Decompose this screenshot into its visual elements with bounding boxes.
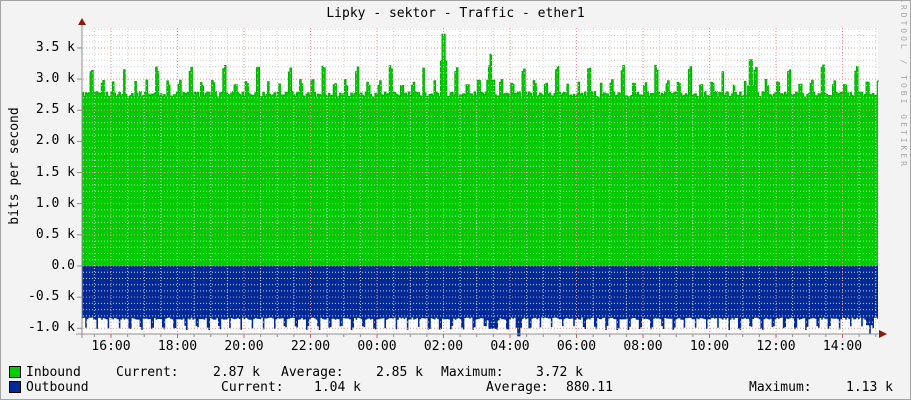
legend-stat-value: 2.85 k <box>376 365 423 380</box>
x-tick-label: 12:00 <box>756 339 796 354</box>
graph-title: Lipky - sektor - Traffic - ether1 <box>326 6 585 21</box>
legend-stat-label: Average: <box>486 380 549 395</box>
x-tick-label: 14:00 <box>822 339 863 354</box>
x-tick-label: 22:00 <box>290 339 331 354</box>
x-tick-label: 04:00 <box>490 339 530 354</box>
x-tick-label: 08:00 <box>623 339 663 354</box>
legend-series-name: Inbound <box>26 365 81 380</box>
y-tick-label: 3.0 k <box>35 71 75 87</box>
series-area-inbound <box>82 34 878 267</box>
x-tick-label: 06:00 <box>556 339 597 354</box>
x-tick-label: 16:00 <box>91 339 131 354</box>
legend-row-outbound: Outbound Current: 1.04 k Average: 880.11 Maxi… <box>1 380 910 395</box>
y-tick-label: -0.5 k <box>28 289 75 305</box>
legend-stat-value: 1.04 k <box>314 380 361 395</box>
series-area-outbound <box>82 266 878 337</box>
y-tick-label: 1.5 k <box>35 164 75 180</box>
legend-row-inbound: Inbound Current: 2.87 k Average: 2.85 k Maxim… <box>1 365 910 380</box>
y-tick-label: -1.0 k <box>28 320 75 336</box>
y-axis-arrow-icon <box>78 18 86 25</box>
legend-stat-label: Average: <box>281 365 344 380</box>
x-tick-label: 02:00 <box>423 339 464 354</box>
legend-stat-label: Current: <box>221 380 284 395</box>
legend-swatch-outbound <box>9 381 21 393</box>
x-tick-label: 18:00 <box>157 339 198 354</box>
legend-stat-label: Maximum: <box>749 380 812 395</box>
legend-stat-value: 1.13 k <box>846 380 893 395</box>
legend-stat-label: Current: <box>116 365 179 380</box>
series-edge-inbound <box>82 33 879 98</box>
y-tick-label: 2.0 k <box>35 133 75 149</box>
legend-stat-value: 3.72 k <box>536 365 583 380</box>
legend-swatch-inbound <box>9 366 21 378</box>
x-axis-arrow-icon <box>879 330 887 338</box>
legend-stat-label: Maximum: <box>441 365 504 380</box>
x-tick-label: 10:00 <box>689 339 730 354</box>
y-tick-label: 0.0 <box>51 258 75 273</box>
legend-stat-value: 880.11 <box>566 380 613 395</box>
y-tick-label: 0.5 k <box>35 226 75 242</box>
x-tick-label: 00:00 <box>357 339 397 354</box>
y-tick-label: 3.5 k <box>35 39 75 55</box>
legend-series-name: Outbound <box>26 380 89 395</box>
y-tick-label: 2.5 k <box>35 102 75 118</box>
y-tick-label: 1.0 k <box>35 195 75 211</box>
legend-stat-value: 2.87 k <box>213 365 260 380</box>
x-tick-label: 20:00 <box>224 339 264 354</box>
